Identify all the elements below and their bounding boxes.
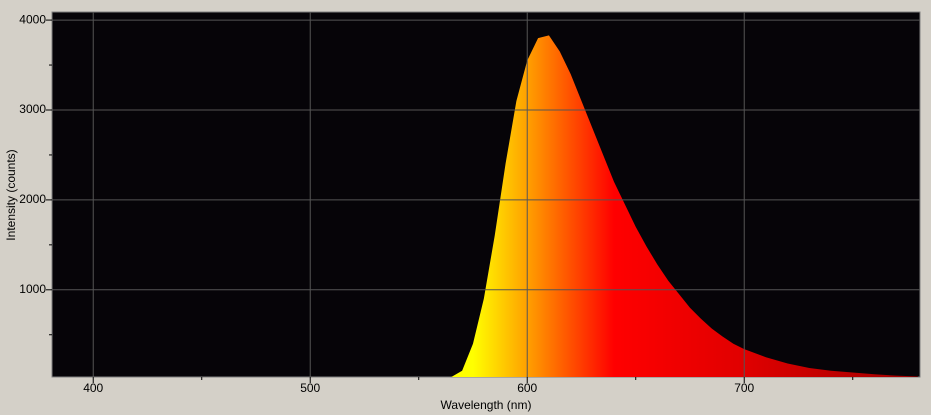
y-axis-label: Intensity (counts) (4, 149, 18, 240)
y-tick-label: 3000 (19, 102, 46, 116)
spectrum-area (451, 35, 918, 377)
y-tick-label: 2000 (19, 192, 46, 206)
x-tick-label: 700 (734, 381, 754, 395)
x-tick-label: 400 (83, 381, 103, 395)
y-tick-label: 4000 (19, 12, 46, 26)
x-tick-label: 600 (517, 381, 537, 395)
x-tick-label: 500 (300, 381, 320, 395)
y-tick-label: 1000 (19, 282, 46, 296)
x-axis-label: Wavelength (nm) (441, 398, 532, 412)
